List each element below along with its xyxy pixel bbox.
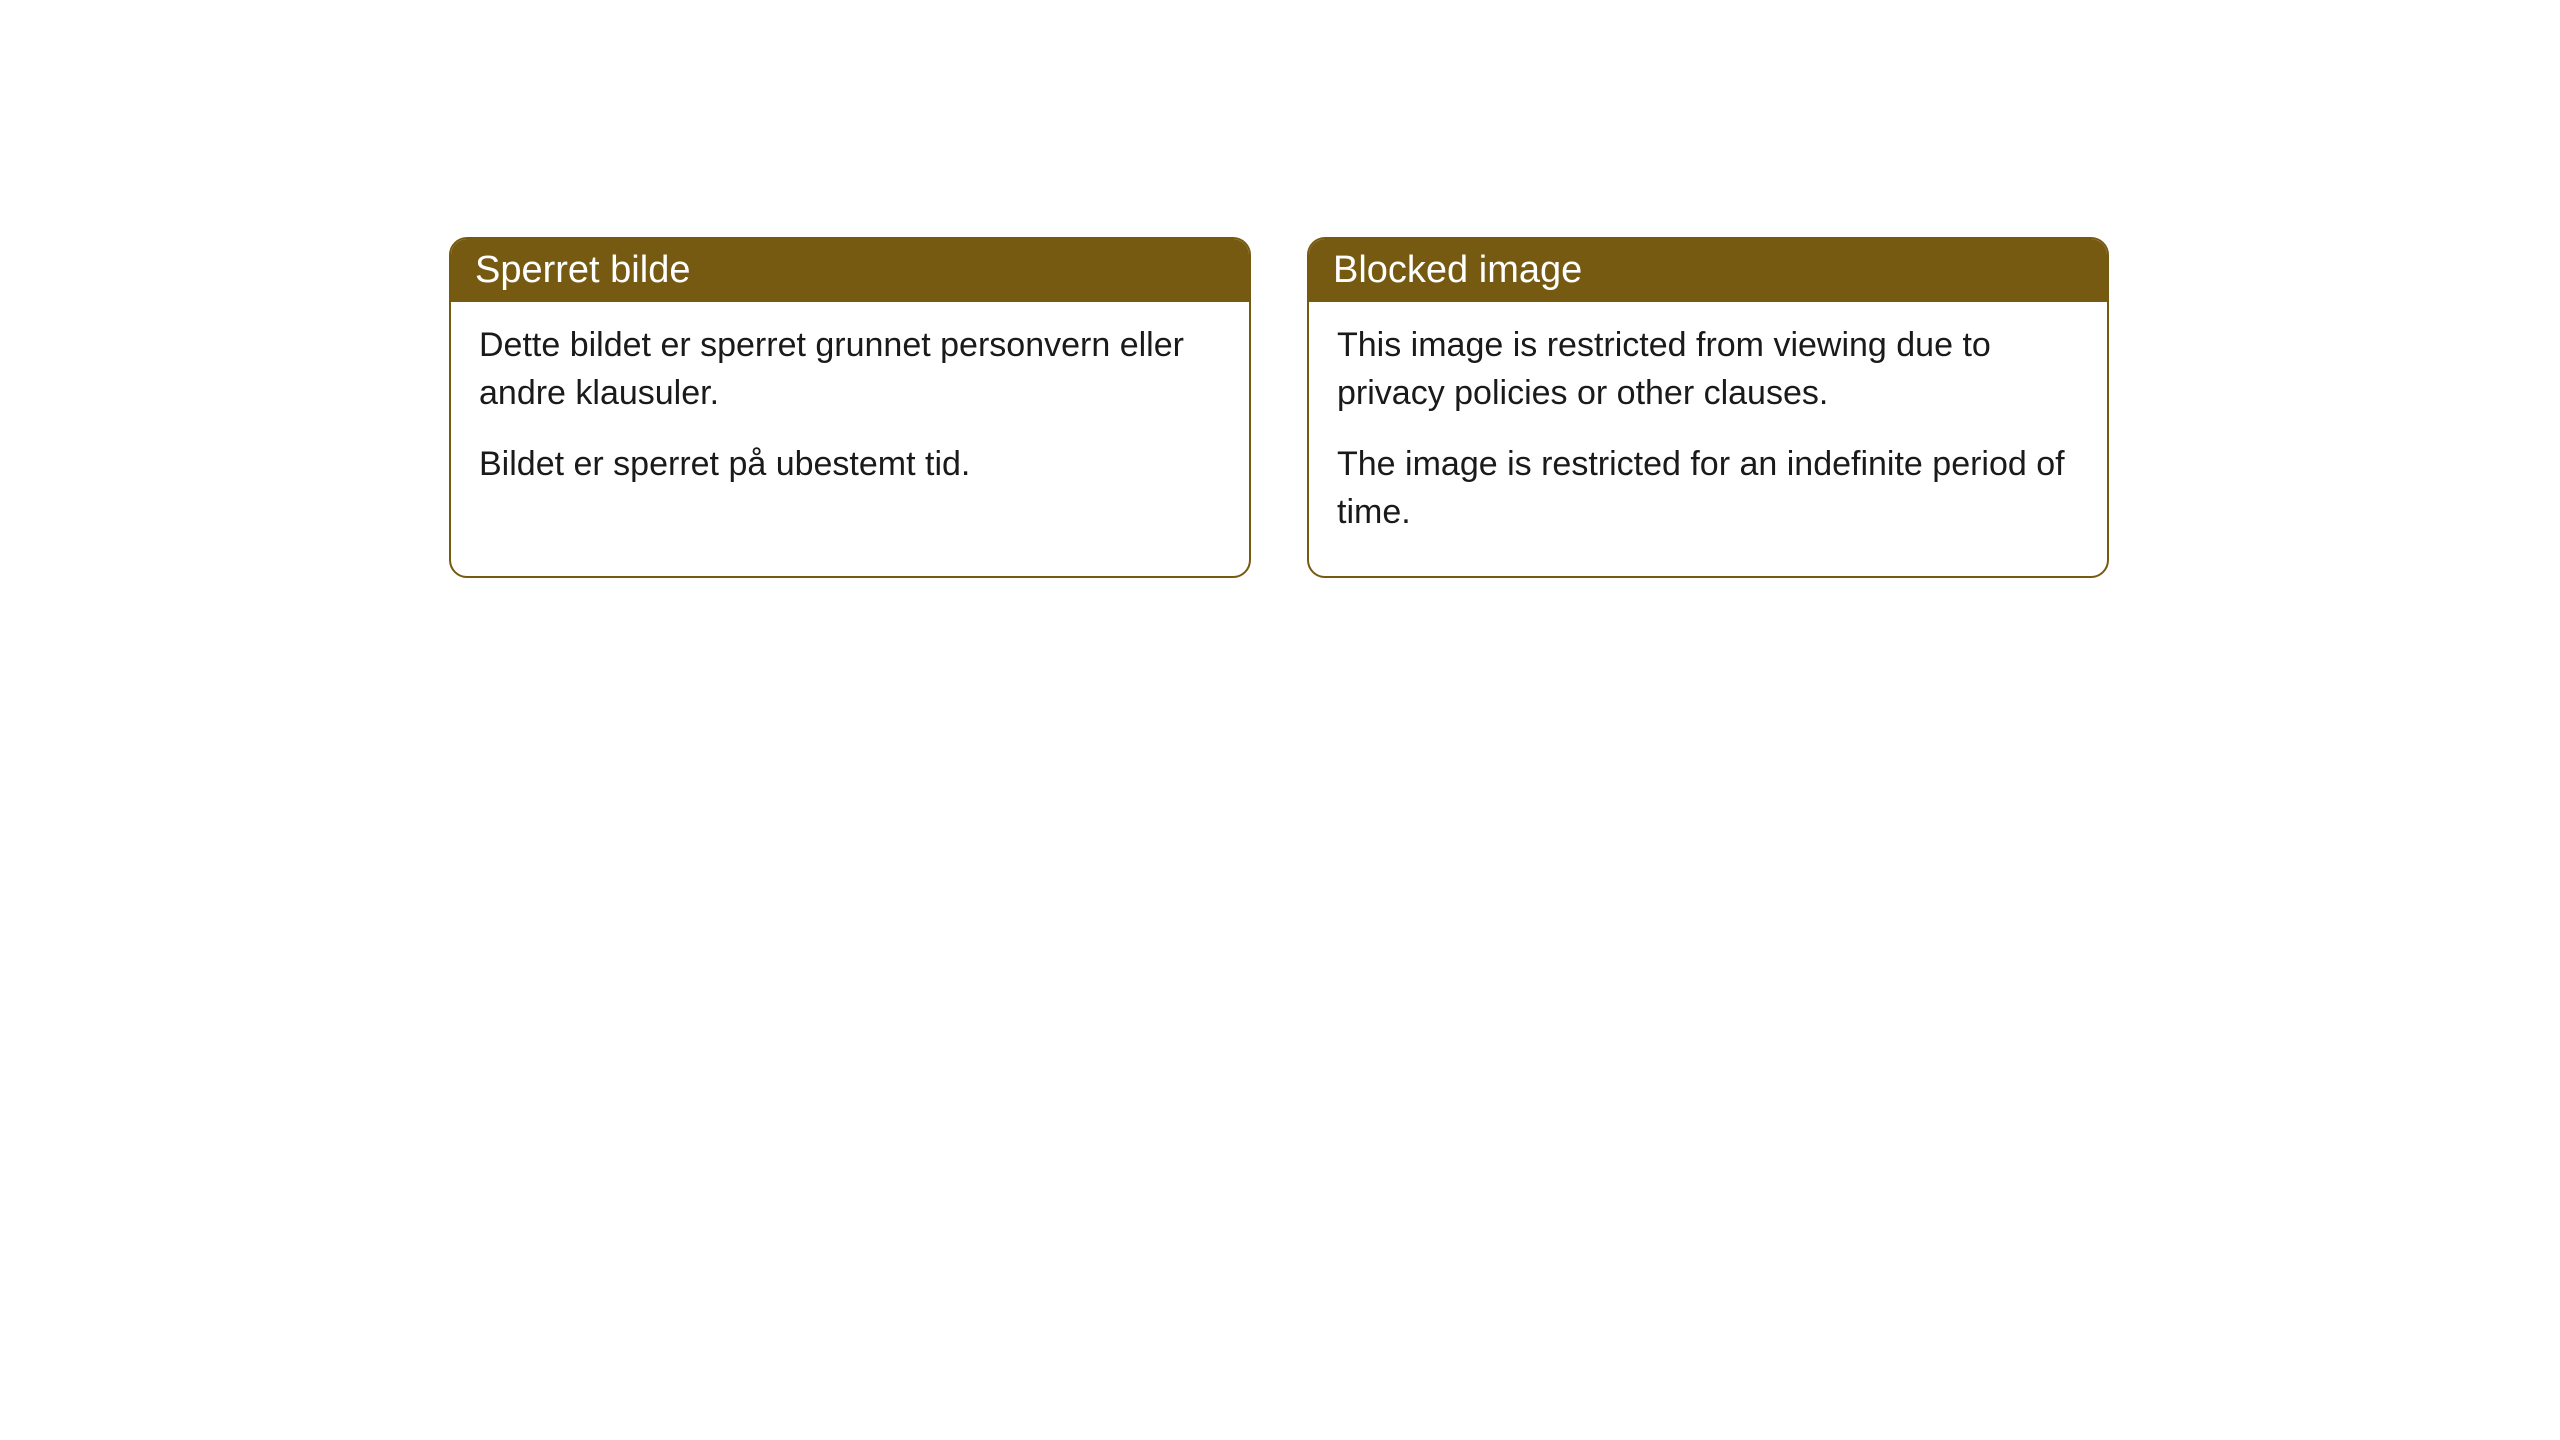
card-paragraph: This image is restricted from viewing du… — [1337, 322, 2079, 417]
card-header: Sperret bilde — [451, 239, 1249, 302]
card-body: Dette bildet er sperret grunnet personve… — [451, 302, 1249, 529]
notice-cards-container: Sperret bilde Dette bildet er sperret gr… — [449, 237, 2109, 578]
card-paragraph: Dette bildet er sperret grunnet personve… — [479, 322, 1221, 417]
card-title: Blocked image — [1333, 249, 1582, 291]
card-paragraph: The image is restricted for an indefinit… — [1337, 441, 2079, 536]
notice-card-english: Blocked image This image is restricted f… — [1307, 237, 2109, 578]
notice-card-norwegian: Sperret bilde Dette bildet er sperret gr… — [449, 237, 1251, 578]
card-paragraph: Bildet er sperret på ubestemt tid. — [479, 441, 1221, 489]
card-body: This image is restricted from viewing du… — [1309, 302, 2107, 576]
card-title: Sperret bilde — [475, 249, 690, 291]
card-header: Blocked image — [1309, 239, 2107, 302]
